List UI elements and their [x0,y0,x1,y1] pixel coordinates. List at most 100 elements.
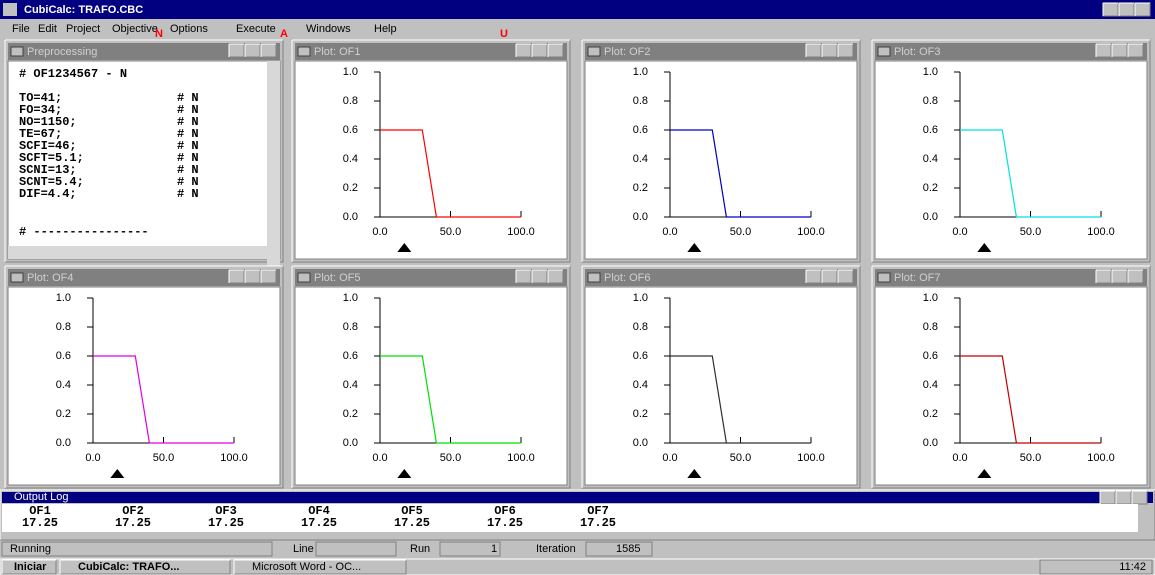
menu-item[interactable]: Help [374,23,397,35]
menu-item[interactable]: Execute [236,23,276,35]
x-tick-label: 50.0 [730,452,751,464]
y-tick-label: 0.0 [923,437,938,449]
status-text: 1 [491,543,497,555]
x-tick-label: 50.0 [1020,452,1041,464]
window-title-bar [2,492,1153,503]
window-client [2,504,1138,532]
x-tick-label: 0.0 [85,452,100,464]
log-value: 17.25 [487,516,523,530]
clock: 11:42 [1119,561,1146,573]
x-tick-label: 50.0 [440,452,461,464]
x-tick-label: 100.0 [1087,452,1115,464]
code-line: DIF=4.4; [19,187,77,201]
y-tick-label: 0.4 [923,153,938,165]
window-icon [11,47,23,56]
window-title: Plot: OF6 [604,272,650,284]
x-tick-label: 50.0 [153,452,174,464]
close-button[interactable] [261,270,276,283]
y-tick-label: 0.8 [56,321,71,333]
menu-item[interactable]: Objective [112,23,158,35]
y-tick-label: 0.0 [343,437,358,449]
log-value: 17.25 [22,516,58,530]
y-tick-label: 0.0 [633,437,648,449]
y-tick-label: 0.6 [923,124,938,136]
x-tick-label: 0.0 [372,226,387,238]
y-tick-label: 0.2 [923,408,938,420]
status-field [316,542,396,556]
menu-item[interactable]: Options [170,23,208,35]
annotation: A [280,28,288,40]
close-button[interactable] [838,270,853,283]
x-tick-label: 50.0 [1020,226,1041,238]
y-tick-label: 0.0 [343,211,358,223]
minimize-button[interactable] [229,44,244,57]
close-button[interactable] [1132,491,1147,504]
code-line: # ---------------- [19,225,149,239]
window-icon [878,273,890,282]
window-icon [11,273,23,282]
log-value: 17.25 [301,516,337,530]
app-icon [3,3,17,16]
close-button[interactable] [1128,270,1143,283]
window-title: Plot: OF3 [894,46,940,58]
window-title: Plot: OF2 [604,46,650,58]
menu-item[interactable]: File [12,23,30,35]
maximize-button[interactable] [822,44,837,57]
maximize-button[interactable] [1112,270,1127,283]
x-tick-label: 0.0 [662,452,677,464]
close-button[interactable] [548,270,563,283]
x-tick-label: 100.0 [797,226,825,238]
minimize-button[interactable] [1096,44,1111,57]
minimize-button[interactable] [1100,491,1115,504]
y-tick-label: 0.2 [343,408,358,420]
minimize-button[interactable] [806,270,821,283]
minimize-button[interactable] [806,44,821,57]
maximize-button[interactable] [1119,3,1134,16]
y-tick-label: 0.2 [923,182,938,194]
maximize-button[interactable] [1112,44,1127,57]
maximize-button[interactable] [532,270,547,283]
maximize-button[interactable] [822,270,837,283]
x-tick-label: 0.0 [952,452,967,464]
maximize-button[interactable] [245,270,260,283]
annotation: U [500,28,508,40]
minimize-button[interactable] [516,270,531,283]
y-tick-label: 1.0 [633,66,648,78]
close-button[interactable] [261,44,276,57]
log-value: 17.25 [394,516,430,530]
y-tick-label: 1.0 [343,66,358,78]
menu-item[interactable]: Project [66,23,100,35]
close-button[interactable] [838,44,853,57]
x-tick-label: 100.0 [507,226,535,238]
code-comment: # N [177,187,199,201]
y-tick-label: 0.2 [633,408,648,420]
task-label: Microsoft Word - OC... [252,561,361,573]
minimize-button[interactable] [1096,270,1111,283]
close-button[interactable] [548,44,563,57]
x-tick-label: 100.0 [507,452,535,464]
menu-item[interactable]: Windows [306,23,351,35]
status-text: Run [410,543,430,555]
y-tick-label: 1.0 [343,292,358,304]
y-tick-label: 1.0 [56,292,71,304]
x-tick-label: 0.0 [662,226,677,238]
maximize-button[interactable] [1116,491,1131,504]
window-title: Output Log [14,491,68,503]
y-tick-label: 0.0 [633,211,648,223]
window-title: Plot: OF5 [314,272,360,284]
maximize-button[interactable] [245,44,260,57]
menu-item[interactable]: Edit [38,23,57,35]
close-button[interactable] [1128,44,1143,57]
y-tick-label: 0.8 [633,321,648,333]
y-tick-label: 0.6 [633,350,648,362]
app-title: CubiCalc: TRAFO.CBC [24,4,143,16]
y-tick-label: 0.4 [633,153,648,165]
x-tick-label: 50.0 [730,226,751,238]
minimize-button[interactable] [229,270,244,283]
minimize-button[interactable] [516,44,531,57]
maximize-button[interactable] [532,44,547,57]
y-tick-label: 0.2 [633,182,648,194]
minimize-button[interactable] [1103,3,1118,16]
scrollbar [267,61,280,269]
close-button[interactable] [1135,3,1150,16]
